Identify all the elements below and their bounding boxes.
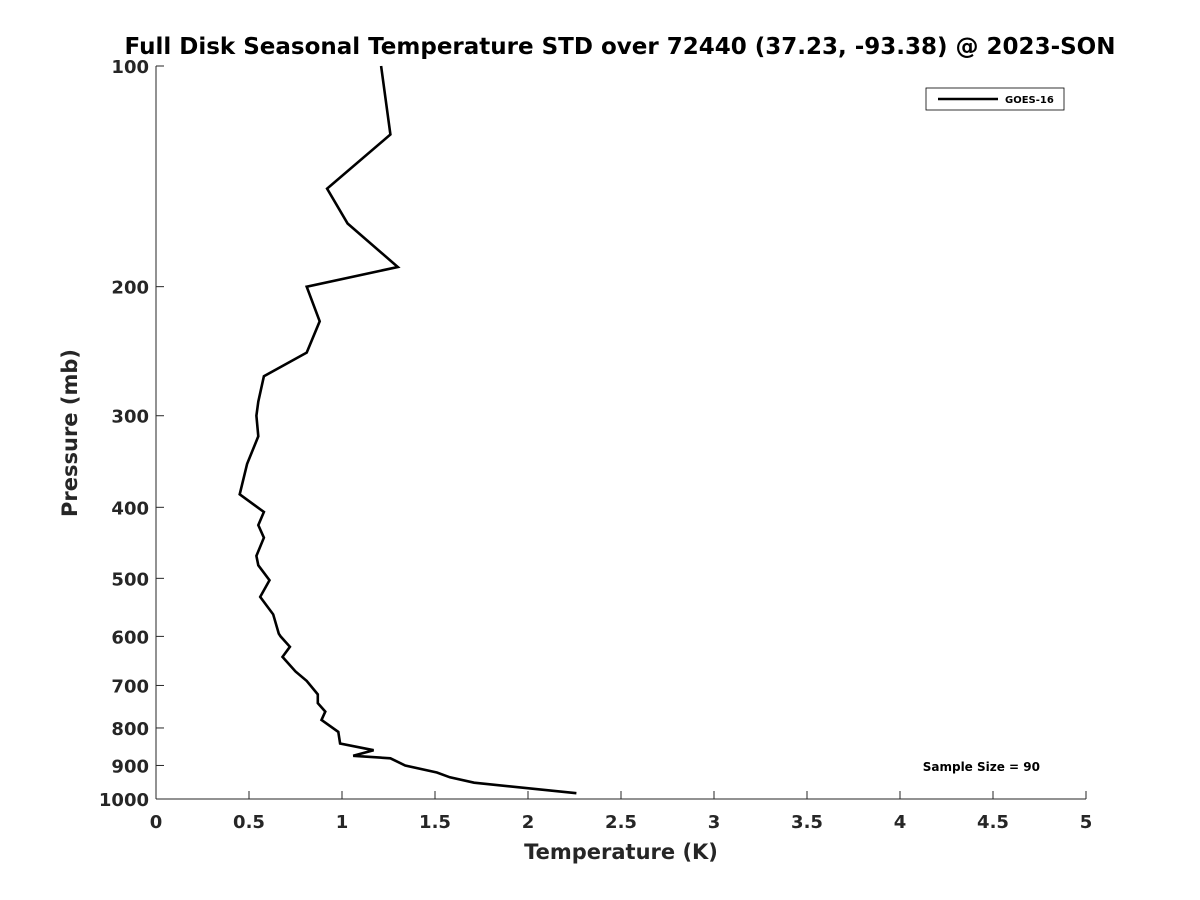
data-point <box>305 680 308 683</box>
data-point <box>257 435 260 438</box>
data-point <box>352 755 355 758</box>
data-point <box>317 693 320 696</box>
data-point <box>257 564 260 567</box>
y-tick-label: 700 <box>111 676 149 697</box>
data-point <box>346 222 349 225</box>
data-point <box>272 613 275 616</box>
data-point <box>326 187 329 190</box>
data-point <box>575 792 578 795</box>
data-point <box>246 463 249 466</box>
y-tick-label: 200 <box>111 278 149 299</box>
series-layer <box>238 65 577 795</box>
data-point <box>281 656 284 659</box>
data-point <box>473 781 476 784</box>
x-tick-label: 3 <box>708 812 721 833</box>
y-tick-label: 1000 <box>99 790 149 811</box>
y-tick-label: 500 <box>111 569 149 590</box>
x-tick-label: 0 <box>150 812 163 833</box>
chart-title: Full Disk Seasonal Temperature STD over … <box>125 34 1116 60</box>
data-point <box>263 511 266 514</box>
legend-label-goes-16: GOES-16 <box>1005 95 1054 106</box>
x-axis-ticks: 0 0.5 1 1.5 2 2.5 3 3.5 4 4.5 5 <box>150 791 1093 833</box>
data-point <box>259 596 262 599</box>
y-axis-label: Pressure (mb) <box>58 349 82 517</box>
data-point <box>289 646 292 649</box>
data-point <box>337 731 340 734</box>
data-point <box>397 266 400 269</box>
series-line-goes-16 <box>238 65 577 795</box>
data-point <box>263 375 266 378</box>
x-tick-label: 4 <box>894 812 907 833</box>
x-tick-label: 2 <box>522 812 535 833</box>
data-point <box>279 635 282 638</box>
data-point <box>389 757 392 760</box>
data-point <box>305 351 308 354</box>
data-point <box>436 771 439 774</box>
plot-area <box>156 66 1086 799</box>
data-point <box>278 632 281 635</box>
data-point <box>380 65 383 68</box>
x-tick-label: 2.5 <box>605 812 637 833</box>
y-tick-label: 400 <box>111 498 149 519</box>
legend: GOES-16 <box>925 87 1065 111</box>
data-point <box>339 742 342 745</box>
y-tick-label: 300 <box>111 407 149 428</box>
data-point <box>255 555 258 558</box>
x-tick-label: 0.5 <box>233 812 265 833</box>
data-point <box>257 400 260 403</box>
data-point <box>263 536 266 539</box>
x-tick-label: 3.5 <box>791 812 823 833</box>
data-point <box>372 749 375 752</box>
data-point <box>257 524 260 527</box>
x-tick-label: 4.5 <box>977 812 1009 833</box>
data-point <box>255 414 258 417</box>
y-tick-label: 900 <box>111 756 149 777</box>
data-point <box>318 320 321 323</box>
y-tick-label: 800 <box>111 719 149 740</box>
data-point <box>294 670 297 673</box>
data-point <box>389 133 392 136</box>
x-tick-label: 5 <box>1080 812 1093 833</box>
y-axis-ticks: 100 200 300 400 500 600 700 800 900 1000 <box>99 57 164 811</box>
x-tick-label: 1 <box>336 812 349 833</box>
data-point <box>317 702 320 705</box>
data-point <box>320 719 323 722</box>
data-point <box>305 285 308 288</box>
data-point <box>238 493 241 496</box>
y-tick-label: 600 <box>111 627 149 648</box>
x-axis-label: Temperature (K) <box>524 840 718 864</box>
sample-size-annotation: Sample Size = 90 <box>923 760 1040 774</box>
data-point <box>449 776 452 779</box>
data-point <box>268 579 271 582</box>
x-tick-label: 1.5 <box>419 812 451 833</box>
data-point <box>404 764 407 767</box>
data-point <box>324 710 327 713</box>
y-tick-label: 100 <box>111 57 149 78</box>
